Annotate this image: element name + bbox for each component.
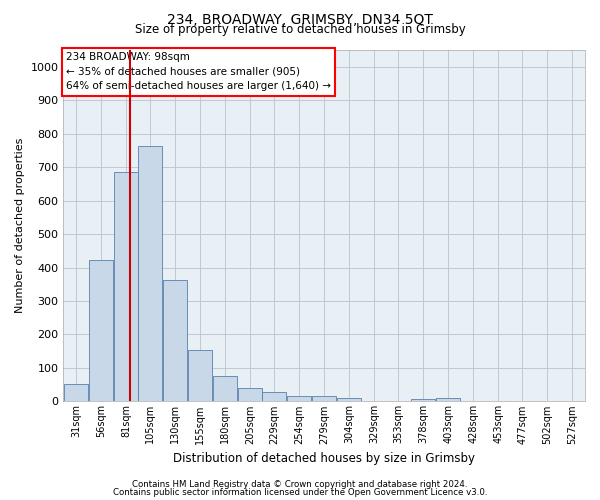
Bar [138,146,162,402]
Bar [238,388,262,402]
Bar [188,350,212,402]
X-axis label: Distribution of detached houses by size in Grimsby: Distribution of detached houses by size … [173,452,475,465]
Bar [163,280,187,402]
Text: Contains public sector information licensed under the Open Government Licence v3: Contains public sector information licen… [113,488,487,497]
Bar [337,398,361,402]
Bar [213,376,237,402]
Bar [64,384,88,402]
Bar [411,398,436,402]
Text: Size of property relative to detached houses in Grimsby: Size of property relative to detached ho… [134,22,466,36]
Bar [312,396,337,402]
Bar [114,172,138,402]
Bar [436,398,460,402]
Text: 234 BROADWAY: 98sqm
← 35% of detached houses are smaller (905)
64% of semi-detac: 234 BROADWAY: 98sqm ← 35% of detached ho… [66,52,331,92]
Bar [287,396,311,402]
Bar [262,392,286,402]
Text: Contains HM Land Registry data © Crown copyright and database right 2024.: Contains HM Land Registry data © Crown c… [132,480,468,489]
Bar [89,260,113,402]
Y-axis label: Number of detached properties: Number of detached properties [15,138,25,314]
Text: 234, BROADWAY, GRIMSBY, DN34 5QT: 234, BROADWAY, GRIMSBY, DN34 5QT [167,12,433,26]
